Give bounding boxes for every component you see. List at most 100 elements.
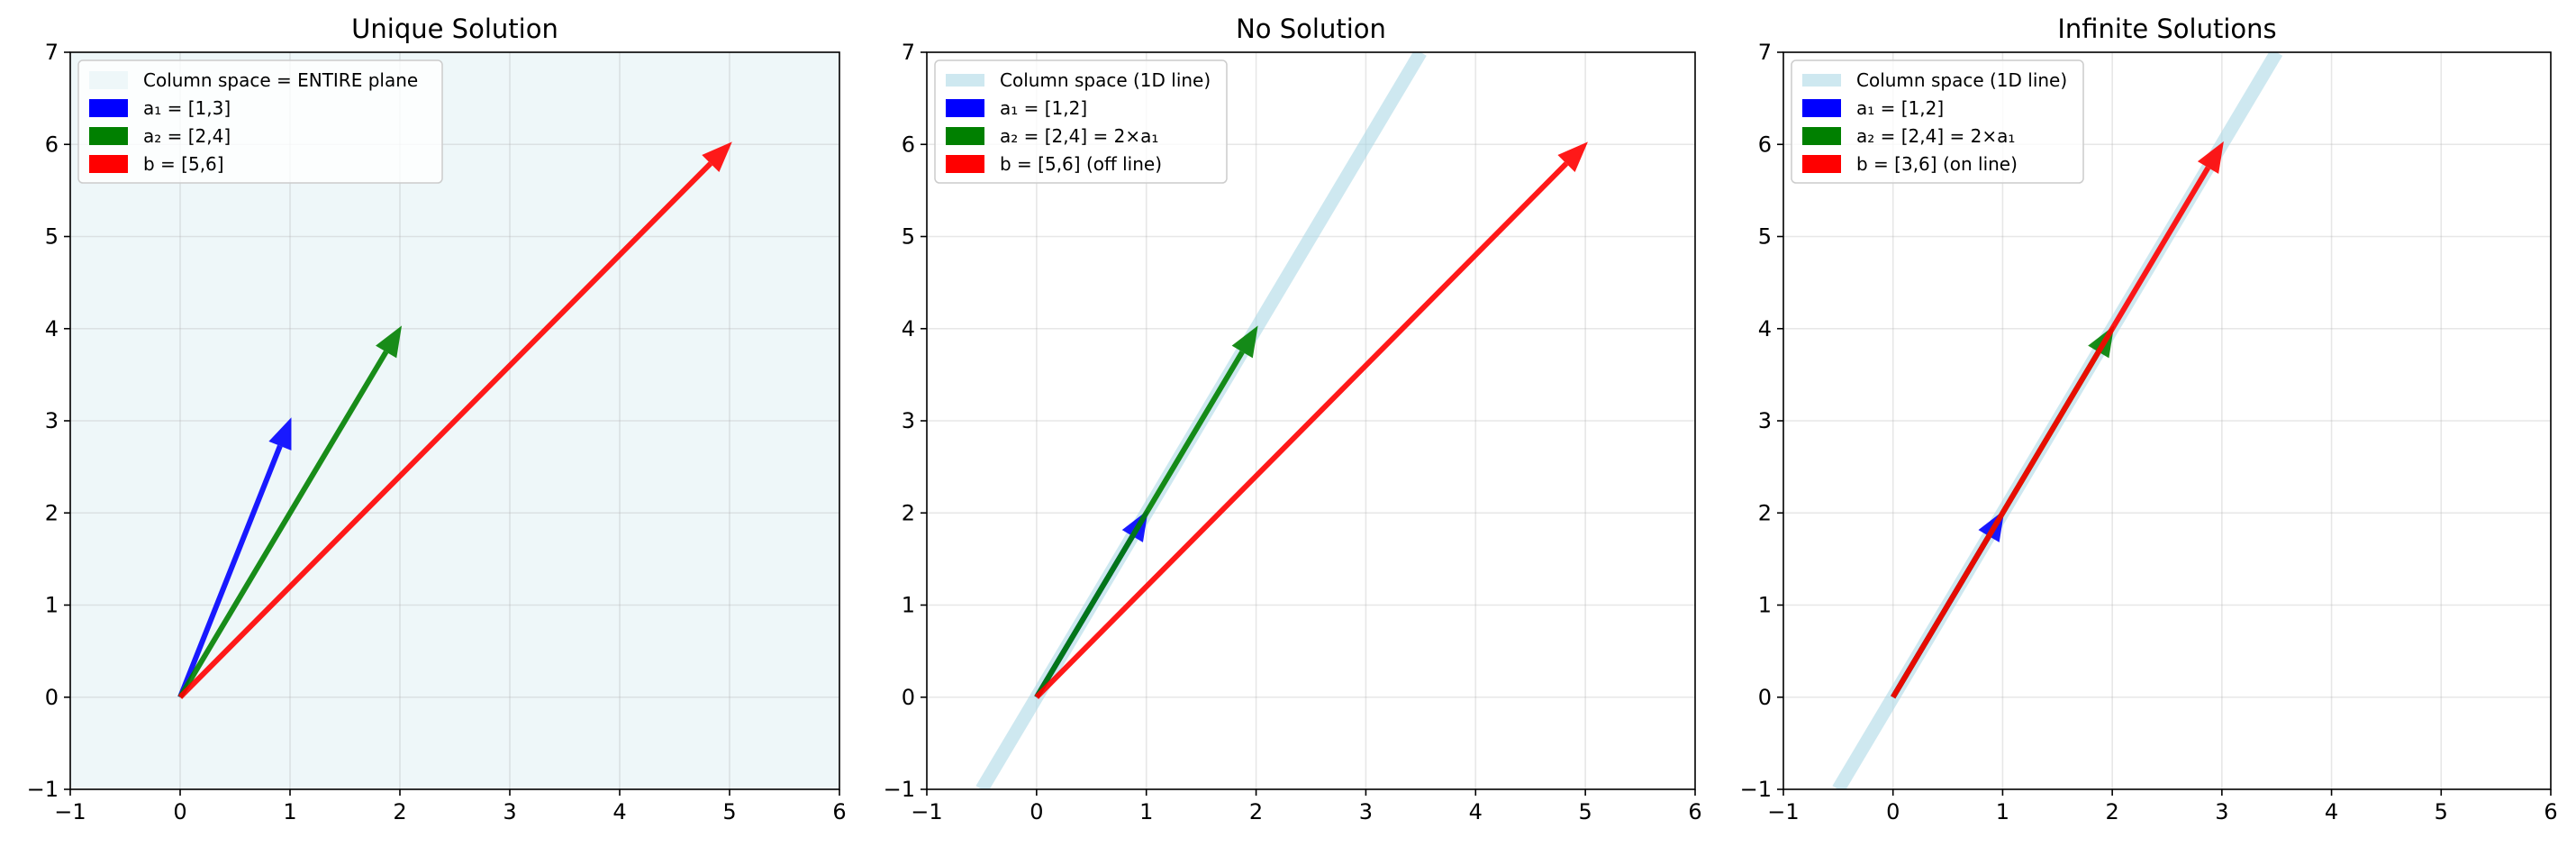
panel-2: −1 0 1 2 3 4 5 6 −1 0 1 2 3 4 5 6 7 No Solution Column spa…: [884, 14, 1702, 824]
y-tick-label: 4: [45, 316, 59, 342]
y-tick-label: 4: [1758, 316, 1772, 342]
y-tick-label: 6: [902, 132, 915, 157]
chart-title: Infinite Solutions: [2057, 14, 2276, 44]
x-tick-label: 2: [2106, 799, 2119, 824]
legend-swatch: [89, 71, 128, 89]
legend: Column space (1D line) a₁ = [1,2] a₂ = [2,…: [1791, 59, 2084, 184]
x-tick-label: 6: [2544, 799, 2557, 824]
x-tick-label: 3: [1359, 799, 1373, 824]
x-tick-label: 1: [1139, 799, 1153, 824]
y-tick-label: 1: [45, 593, 59, 618]
legend-label: a₂ = [2,4] = 2×a₁: [1000, 125, 1158, 147]
legend-label: b = [5,6]: [143, 153, 224, 175]
vector-arrowhead: [1231, 325, 1258, 359]
y-tick-label: 4: [902, 316, 915, 342]
y-tick-label: 3: [1758, 408, 1772, 433]
vector-1: [177, 417, 292, 698]
vector-shaft: [1034, 350, 1245, 699]
panel-3: −1 0 1 2 3 4 5 6 −1 0 1 2 3 4 5 6 7 Infinite Solutions Col…: [1740, 14, 2558, 824]
legend: Column space (1D line) a₁ = [1,2] a₂ = [2,…: [934, 59, 1228, 184]
legend-label: b = [3,6] (on line): [1856, 153, 2018, 175]
x-tick-label: 3: [2215, 799, 2228, 824]
vector-arrowhead: [702, 141, 732, 173]
x-tick-label: 1: [283, 799, 296, 824]
legend-label: a₁ = [1,2]: [1856, 97, 1944, 119]
y-tick-label: 0: [902, 685, 915, 710]
x-tick-label: 1: [1996, 799, 2009, 824]
x-tick-label: 6: [1688, 799, 1701, 824]
legend-box: [1791, 59, 2084, 184]
legend-label: Column space = ENTIRE plane: [143, 69, 418, 91]
y-tick-label: 7: [45, 40, 59, 65]
legend-swatch: [946, 127, 984, 145]
vector-arrowhead: [2197, 141, 2224, 174]
plot-content: [1783, 52, 2551, 789]
x-tick-label: 2: [1249, 799, 1263, 824]
legend-box: [77, 59, 443, 184]
y-tick-label: 0: [45, 685, 59, 710]
legend-swatch: [1802, 99, 1841, 117]
x-tick-label: 2: [393, 799, 406, 824]
panel-1: −1 0 1 2 3 4 5 6 −1 0 1 2 3 4 5 6 7 Unique Solution Column…: [27, 14, 847, 824]
legend: Column space = ENTIRE plane a₁ = [1,3] a₂ …: [77, 59, 443, 184]
y-tick-label: 2: [902, 500, 915, 525]
legend-swatch: [946, 99, 984, 117]
x-tick-label: 5: [722, 799, 736, 824]
legend-swatch: [946, 155, 984, 173]
legend-swatch: [89, 155, 128, 173]
y-tick-label: 6: [45, 132, 59, 157]
x-tick-label: −1: [1767, 799, 1799, 824]
chart-title: No Solution: [1236, 14, 1386, 44]
vector-arrowhead: [268, 417, 292, 451]
vector-arrowhead: [1557, 141, 1588, 173]
y-tick-label: −1: [884, 777, 915, 802]
vector-3: [177, 141, 732, 699]
y-tick-label: −1: [27, 777, 59, 802]
x-tick-label: −1: [54, 799, 86, 824]
legend-label: b = [5,6] (off line): [1000, 153, 1162, 175]
y-tick-label: 7: [1758, 40, 1772, 65]
x-tick-label: 6: [832, 799, 846, 824]
y-tick-label: 5: [1758, 224, 1772, 250]
x-tick-label: 4: [612, 799, 626, 824]
vector-shaft: [177, 444, 283, 698]
legend-swatch: [89, 127, 128, 145]
legend-box: [934, 59, 1228, 184]
y-tick-label: 3: [902, 408, 915, 433]
y-tick-label: 0: [1758, 685, 1772, 710]
legend-label: a₁ = [1,3]: [143, 97, 231, 119]
y-tick-label: 7: [902, 40, 915, 65]
legend-label: Column space (1D line): [1000, 69, 1211, 91]
legend-label: a₂ = [2,4] = 2×a₁: [1856, 125, 2015, 147]
vector-2: [1034, 325, 1258, 699]
x-tick-label: 0: [1029, 799, 1043, 824]
vector-shaft: [177, 161, 712, 699]
legend-label: a₂ = [2,4]: [143, 125, 231, 147]
vector-shaft: [1034, 161, 1569, 699]
y-tick-label: 2: [45, 500, 59, 525]
vector-arrowhead: [376, 325, 403, 359]
x-tick-label: 5: [1579, 799, 1592, 824]
y-tick-label: 5: [45, 224, 59, 250]
x-tick-label: 5: [2435, 799, 2448, 824]
legend-label: Column space (1D line): [1856, 69, 2067, 91]
legend-swatch: [89, 99, 128, 117]
x-tick-label: 0: [173, 799, 186, 824]
vector-3: [1891, 141, 2224, 699]
legend-swatch: [1802, 155, 1841, 173]
y-tick-label: 5: [902, 224, 915, 250]
legend-label: a₁ = [1,2]: [1000, 97, 1087, 119]
y-tick-label: 1: [1758, 593, 1772, 618]
vector-3: [1034, 141, 1588, 699]
vector-shaft: [177, 350, 389, 699]
x-tick-label: 4: [2325, 799, 2338, 824]
vector-shaft: [1891, 166, 2211, 699]
y-tick-label: 1: [902, 593, 915, 618]
legend-swatch: [1802, 127, 1841, 145]
y-tick-label: 2: [1758, 500, 1772, 525]
y-tick-label: 3: [45, 408, 59, 433]
y-tick-label: −1: [1740, 777, 1772, 802]
x-tick-label: 4: [1469, 799, 1483, 824]
y-tick-label: 6: [1758, 132, 1772, 157]
